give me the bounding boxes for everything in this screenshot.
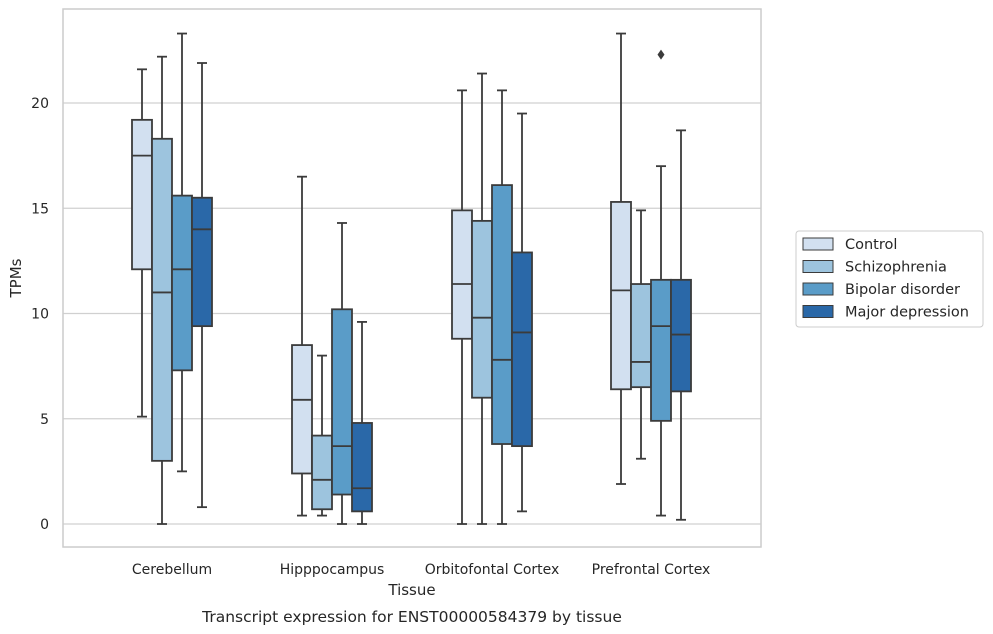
box-body	[311, 434, 333, 511]
x-tick-label: Cerebellum	[132, 562, 212, 578]
y-tick-label: 15	[31, 201, 49, 217]
box	[610, 32, 632, 485]
x-axis-label: Tissue	[387, 581, 435, 599]
box-body	[291, 344, 313, 475]
box	[511, 112, 533, 513]
box-body	[471, 219, 493, 399]
y-axis-ticks: 0 5 10 15 20	[31, 96, 49, 533]
x-tick-label: Prefrontal Cortex	[592, 562, 711, 578]
y-tick-label: 5	[40, 412, 49, 428]
box	[191, 62, 213, 509]
legend-frame	[795, 230, 984, 328]
legend-label: Control	[845, 237, 897, 253]
box-body	[331, 308, 353, 496]
box-body	[630, 283, 652, 389]
box-body	[650, 278, 672, 422]
y-tick-label: 20	[31, 96, 49, 112]
y-axis-label: TPMs	[7, 258, 25, 298]
y-tick-label: 10	[31, 307, 49, 323]
box-groups	[131, 32, 692, 525]
plot-frame	[62, 8, 762, 548]
box	[131, 68, 153, 418]
legend-swatch	[802, 237, 834, 251]
box-body	[451, 209, 473, 340]
box-body	[491, 184, 513, 445]
legend: Control Schizophrenia Bipolar disorder Majo…	[795, 230, 984, 328]
outlier-point	[657, 49, 665, 60]
legend-label: Major depression	[845, 305, 969, 321]
box	[331, 222, 353, 525]
box	[491, 89, 513, 525]
box-body	[131, 118, 153, 271]
legend-swatch	[802, 282, 834, 296]
box-body	[171, 194, 193, 372]
box	[351, 321, 373, 525]
box	[151, 55, 173, 525]
x-axis-ticks: Cerebellum Hipppocampus Orbitofontal Corte…	[132, 562, 710, 578]
box	[291, 175, 313, 517]
box	[171, 32, 193, 473]
figure-caption: Transcript expression for ENST0000058437…	[201, 608, 622, 626]
box-body	[151, 137, 173, 462]
x-tick-label: Orbitofontal Cortex	[425, 562, 560, 578]
box	[670, 129, 692, 521]
box-series	[171, 32, 672, 525]
box-series	[151, 55, 652, 525]
box-body	[191, 196, 213, 328]
legend-swatch	[802, 260, 834, 273]
box	[650, 49, 672, 517]
legend-swatch	[802, 305, 834, 318]
box-series	[131, 32, 632, 525]
box-body	[351, 422, 373, 513]
legend-label: Bipolar disorder	[845, 282, 960, 298]
box-body	[670, 278, 692, 393]
y-tick-label: 0	[40, 517, 49, 533]
box-body	[610, 201, 632, 391]
legend-label: Schizophrenia	[845, 260, 947, 276]
box-body	[511, 251, 533, 448]
box	[471, 72, 493, 525]
x-tick-label: Hipppocampus	[280, 562, 385, 578]
box-series	[191, 62, 692, 525]
